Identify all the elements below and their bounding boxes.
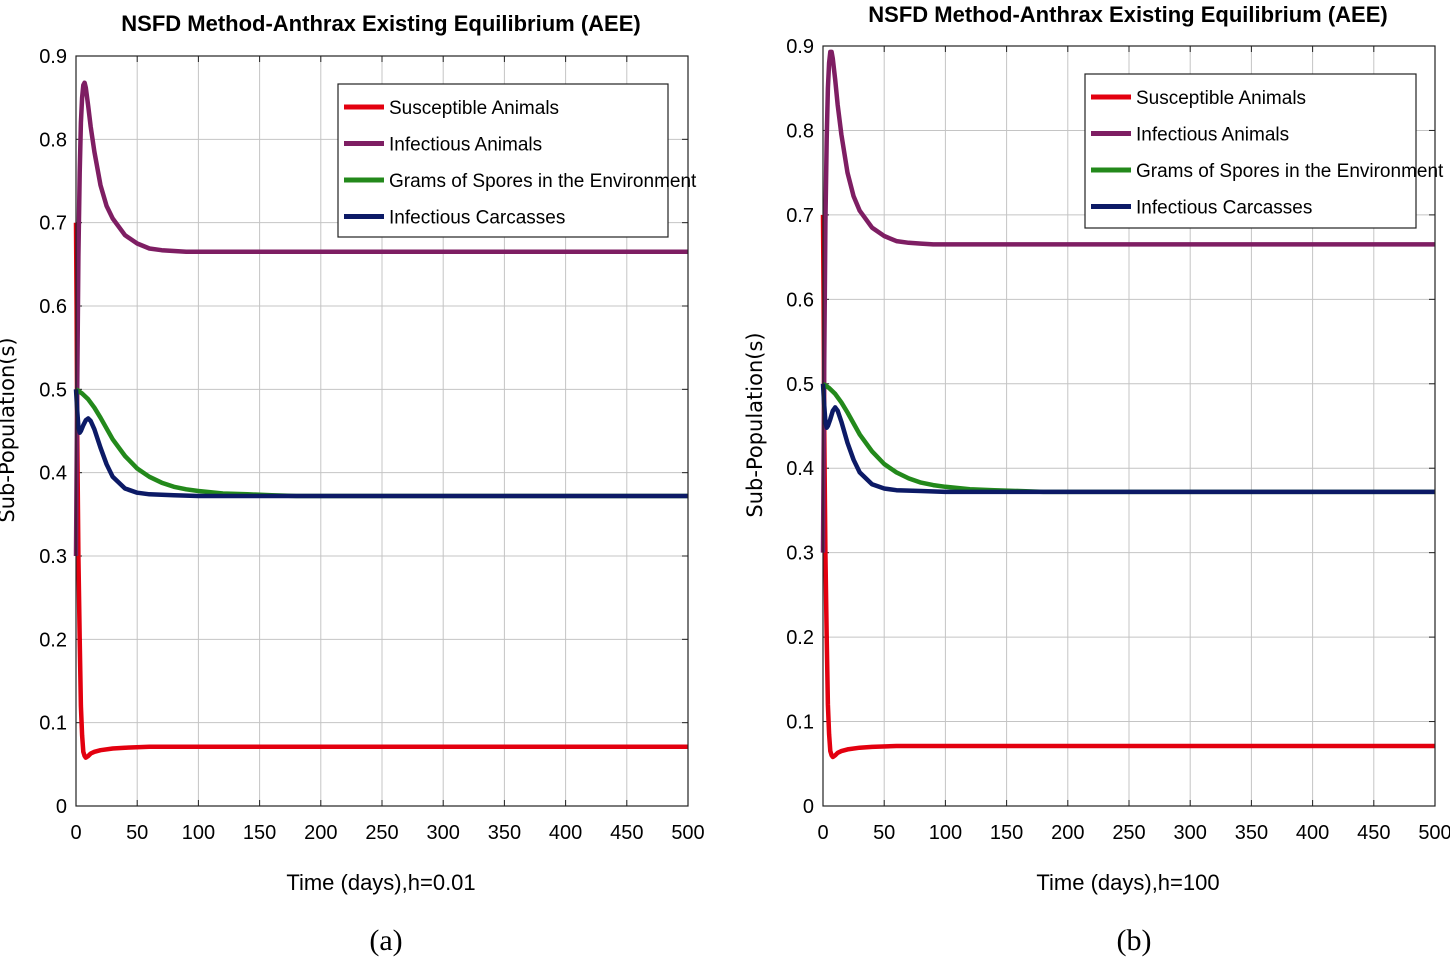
chart-a-xtick-label: 250 <box>365 822 398 844</box>
chart-a-ytick-label: 0.9 <box>39 46 67 68</box>
chart-a-xtick-label: 350 <box>488 822 521 844</box>
chart-b-xtick-label: 300 <box>1174 822 1207 844</box>
chart-b-xtick-label: 0 <box>817 822 828 844</box>
chart-b-ytick-label: 0.7 <box>786 205 814 227</box>
chart-a-series-line-4 <box>73 389 688 499</box>
chart-a-ytick-label: 0.2 <box>39 629 67 651</box>
chart-b-axes-box <box>822 45 1436 807</box>
chart-b-ytick-label: 0.5 <box>786 374 814 396</box>
chart-a-ylabel: Sub-Population(s) <box>0 337 19 522</box>
chart-a-xtick-label: 100 <box>182 822 215 844</box>
chart-b-xtick-label: 100 <box>929 822 962 844</box>
chart-a-axes-box <box>75 55 689 807</box>
chart-b-legend-label-3: Grams of Spores in the Environment <box>1136 161 1444 182</box>
chart-b-legend-label-1: Susceptible Animals <box>1136 88 1306 109</box>
chart-b-series-line-4 <box>820 383 1435 495</box>
chart-a-xtick-label: 150 <box>243 822 276 844</box>
chart-a-xlabel: Time (days),h=0.01 <box>286 870 475 895</box>
chart-b-xtick-label: 150 <box>990 822 1023 844</box>
chart-b-ytick-label: 0.4 <box>786 458 814 480</box>
chart-a-xtick-label: 450 <box>610 822 643 844</box>
chart-b-xtick-label: 450 <box>1357 822 1390 844</box>
chart-b-ytick-label: 0.6 <box>786 289 814 311</box>
chart-b-title: NSFD Method-Anthrax Existing Equilibrium… <box>868 2 1387 27</box>
chart-b-ylabel: Sub-Population(s) <box>743 332 767 517</box>
chart-a-legend-label-1: Susceptible Animals <box>389 98 559 119</box>
chart-b-ytick-label: 0.2 <box>786 627 814 649</box>
chart-a-ytick-label: 0.1 <box>39 713 67 735</box>
chart-a-ytick-label: 0.7 <box>39 213 67 235</box>
chart-a-xtick-label: 500 <box>671 822 704 844</box>
chart-b-xtick-label: 350 <box>1235 822 1268 844</box>
chart-b-xtick-label: 50 <box>873 822 895 844</box>
chart-b-legend <box>1084 73 1417 229</box>
chart-a-xtick-label: 300 <box>427 822 460 844</box>
chart-a-ytick-label: 0.4 <box>39 463 67 485</box>
chart-b-ytick-label: 0.9 <box>786 36 814 58</box>
chart-a-xtick-label: 400 <box>549 822 582 844</box>
chart-a-ytick-label: 0 <box>56 796 67 818</box>
chart-b-xtick-label: 400 <box>1296 822 1329 844</box>
chart-a-xtick-label: 200 <box>304 822 337 844</box>
chart-b-xtick-label: 500 <box>1418 822 1450 844</box>
chart-b-ytick-label: 0.3 <box>786 543 814 565</box>
chart-b-panel-label: (b) <box>1117 924 1152 957</box>
chart-b: NSFD Method-Anthrax Existing Equilibrium… <box>743 2 1450 957</box>
chart-b-ytick-label: 0.8 <box>786 120 814 142</box>
chart-b-legend-label-4: Infectious Carcasses <box>1136 198 1312 219</box>
chart-a-legend <box>337 83 669 238</box>
chart-b-legend-label-2: Infectious Animals <box>1136 125 1289 146</box>
chart-b-ytick-label: 0 <box>803 796 814 818</box>
chart-a-panel-label: (a) <box>369 924 402 957</box>
chart-a-ytick-label: 0.8 <box>39 129 67 151</box>
chart-a-legend-label-2: Infectious Animals <box>389 135 542 156</box>
chart-a-series-line-1 <box>73 222 688 760</box>
chart-b-ytick-label: 0.1 <box>786 712 814 734</box>
chart-a-legend-label-4: Infectious Carcasses <box>389 208 565 229</box>
chart-a-xtick-label: 50 <box>126 822 148 844</box>
chart-b-xtick-label: 250 <box>1112 822 1145 844</box>
chart-a-legend-label-3: Grams of Spores in the Environment <box>389 171 697 192</box>
chart-a-title: NSFD Method-Anthrax Existing Equilibrium… <box>121 11 640 36</box>
chart-a-series-line-2 <box>73 80 688 557</box>
chart-b-xtick-label: 200 <box>1051 822 1084 844</box>
chart-a-ytick-label: 0.3 <box>39 546 67 568</box>
chart-b-series-line-1 <box>820 214 1435 760</box>
chart-b-xlabel: Time (days),h=100 <box>1036 870 1219 895</box>
chart-a-ytick-label: 0.6 <box>39 296 67 318</box>
chart-b-series-line-2 <box>820 49 1435 553</box>
chart-a-xtick-label: 0 <box>70 822 81 844</box>
chart-a: NSFD Method-Anthrax Existing Equilibrium… <box>0 11 705 957</box>
chart-a-ytick-label: 0.5 <box>39 379 67 401</box>
